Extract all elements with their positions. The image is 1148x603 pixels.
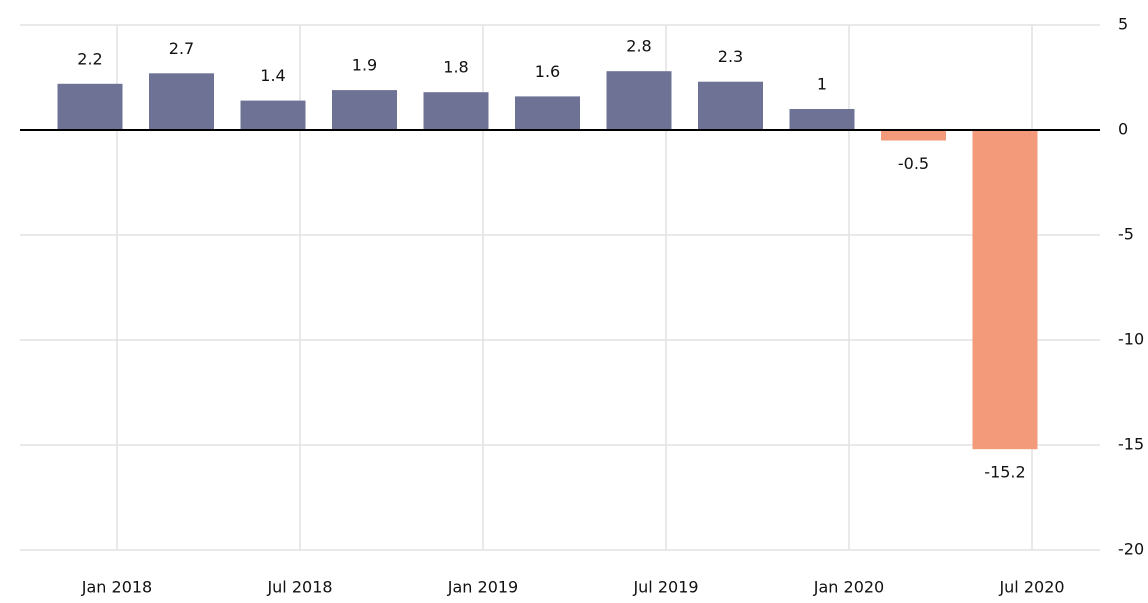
bar: [972, 130, 1038, 450]
x-tick-label: Jan 2019: [447, 578, 518, 597]
y-tick-label: -5: [1118, 225, 1134, 244]
y-tick-label: -10: [1118, 330, 1144, 349]
data-label: 1.9: [352, 56, 377, 75]
data-label: 1: [817, 75, 827, 94]
data-label: 2.3: [718, 47, 743, 66]
y-tick-label: 5: [1118, 15, 1128, 34]
bar: [515, 96, 580, 130]
data-label: 1.8: [443, 58, 468, 77]
bar: [606, 71, 672, 130]
y-tick-label: 0: [1118, 120, 1128, 139]
bar: [789, 109, 855, 130]
data-label: 2.8: [626, 37, 651, 56]
data-label: -0.5: [898, 154, 929, 173]
data-label: 1.6: [535, 62, 560, 81]
x-tick-label: Jan 2018: [81, 578, 152, 597]
x-tick-label: Jul 2020: [998, 578, 1064, 597]
bar: [240, 100, 306, 130]
data-label: 2.7: [169, 39, 194, 58]
x-tick-label: Jul 2018: [266, 578, 332, 597]
y-tick-label: -15: [1118, 435, 1144, 454]
bar: [881, 130, 946, 141]
data-label: 2.2: [77, 49, 102, 68]
bar: [698, 81, 763, 130]
bar: [423, 92, 489, 130]
data-label: 1.4: [260, 66, 285, 85]
y-tick-label: -20: [1118, 540, 1144, 559]
bar: [332, 90, 397, 130]
bar: [149, 73, 214, 130]
bar: [57, 83, 123, 130]
x-tick-label: Jan 2020: [813, 578, 884, 597]
x-tick-label: Jul 2019: [632, 578, 698, 597]
data-label: -15.2: [984, 463, 1025, 482]
